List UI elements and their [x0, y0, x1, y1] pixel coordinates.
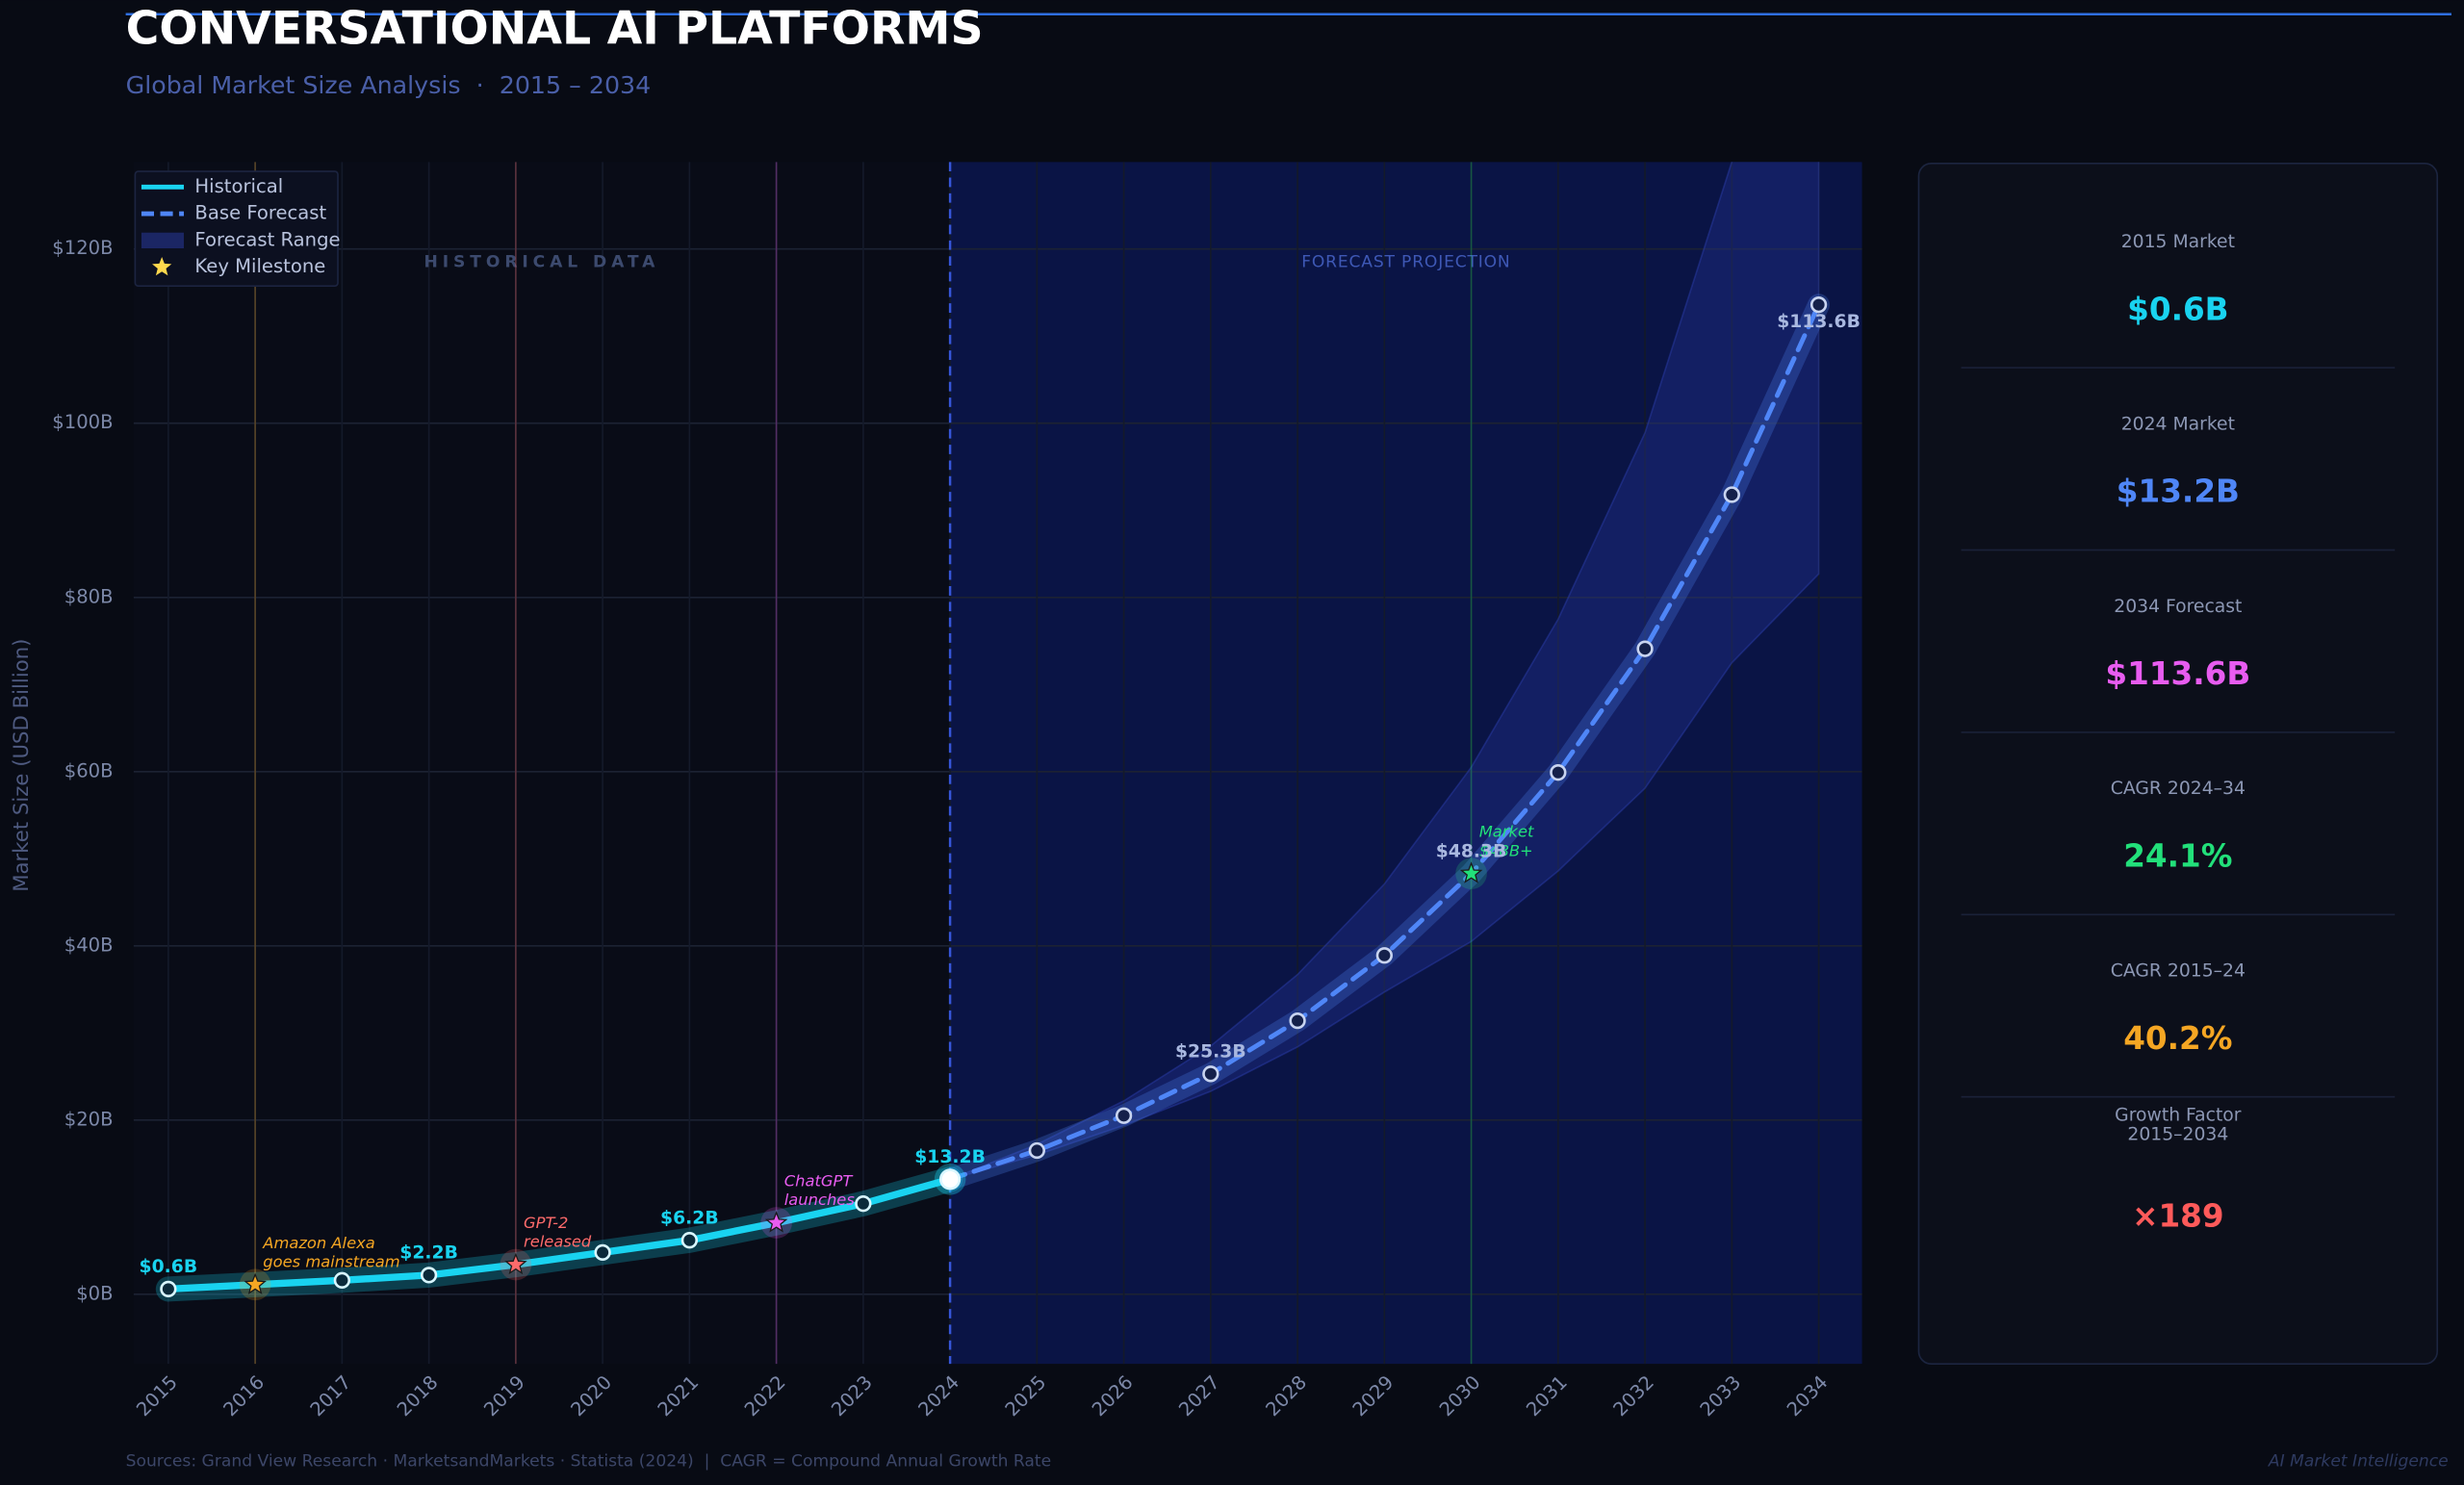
- stat-value: 40.2%: [2123, 1020, 2232, 1057]
- marker: [1289, 1011, 1306, 1030]
- stat-label: CAGR 2015–24: [2111, 961, 2246, 982]
- milestone-label: ChatGPT: [784, 1172, 855, 1191]
- data-label: $0.6B: [140, 1257, 198, 1277]
- footer-brand: AI Market Intelligence: [2268, 1451, 2449, 1471]
- milestone-label: $48B+: [1479, 841, 1533, 859]
- stats-panel: [1917, 163, 2439, 1366]
- stat-label: 2015 Market: [2121, 232, 2235, 252]
- milestone-star: [504, 1252, 527, 1275]
- data-label: $6.2B: [660, 1208, 719, 1228]
- series-line: [165, 1175, 954, 1293]
- y-tick-label: $100B: [52, 411, 113, 433]
- legend-label: Base Forecast: [194, 202, 326, 224]
- region-label: FORECAST PROJECTION: [1301, 253, 1510, 272]
- stat-value: ×189: [2132, 1197, 2223, 1234]
- stat-label: 2034 Forecast: [2114, 597, 2242, 617]
- data-label: $48.3B: [1436, 841, 1507, 861]
- marker: [1375, 947, 1393, 964]
- stat-value: 24.1%: [2123, 837, 2232, 874]
- marker: [680, 1232, 699, 1249]
- marker: [1202, 1065, 1219, 1083]
- legend-label: Historical: [194, 175, 283, 197]
- marker: [1028, 1141, 1045, 1160]
- y-tick-label: $40B: [64, 934, 114, 956]
- data-label: $13.2B: [914, 1147, 986, 1167]
- milestone-label: released: [524, 1233, 592, 1251]
- forecast-region: [950, 162, 1862, 1365]
- legend-label: Key Milestone: [194, 255, 325, 277]
- legend-swatch: [152, 257, 172, 276]
- stat-value: $0.6B: [2127, 291, 2228, 327]
- stat-label: 2024 Market: [2121, 414, 2235, 434]
- y-tick-label: $120B: [52, 237, 113, 259]
- stat-value: $113.6B: [2105, 655, 2250, 692]
- milestone-label: Amazon Alexa: [262, 1234, 375, 1252]
- stat-label: 2015–2034: [2127, 1124, 2228, 1144]
- milestone-label: launches: [784, 1191, 856, 1209]
- chart-title: CONVERSATIONAL AI PLATFORMS: [126, 3, 984, 56]
- legend-label: Forecast Range: [194, 228, 340, 250]
- y-tick-label: $60B: [64, 759, 114, 781]
- marker: [420, 1267, 438, 1284]
- milestone-star: [764, 1211, 788, 1233]
- y-tick-label: $80B: [64, 585, 114, 607]
- chart-subtitle: Global Market Size Analysis · 2015 – 203…: [126, 71, 652, 99]
- marker: [1810, 296, 1828, 314]
- data-label: $2.2B: [399, 1243, 458, 1264]
- marker: [333, 1271, 351, 1289]
- legend-swatch: [141, 232, 185, 249]
- data-label: $25.3B: [1175, 1041, 1246, 1062]
- marker: [1115, 1107, 1133, 1124]
- milestone-label: goes mainstream: [263, 1252, 399, 1270]
- marker: [160, 1280, 177, 1298]
- marker: [1723, 486, 1740, 503]
- y-axis-label: Market Size (USD Billion): [10, 639, 34, 892]
- milestone-label: GPT-2: [524, 1214, 568, 1232]
- milestone-star: [1459, 861, 1483, 883]
- legend-box: [134, 170, 339, 288]
- milestone-star: [244, 1272, 267, 1294]
- y-tick-label: $20B: [64, 1108, 114, 1130]
- marker: [938, 1168, 962, 1191]
- data-label: $113.6B: [1777, 312, 1861, 332]
- footer-source: Sources: Grand View Research · Marketsan…: [126, 1451, 1052, 1471]
- region-label: HISTORICAL DATA: [424, 253, 660, 272]
- stat-label: CAGR 2024–34: [2111, 779, 2246, 799]
- legend: Historical Base Forecast Forecast Range Key…: [134, 170, 341, 288]
- stat-label: Growth Factor: [2115, 1106, 2242, 1126]
- milestone-label: Market: [1479, 823, 1534, 841]
- marker: [1636, 640, 1654, 657]
- marker: [594, 1243, 611, 1262]
- forecast-band: [949, 162, 1820, 1181]
- marker: [855, 1195, 872, 1213]
- y-tick-label: $0B: [76, 1282, 113, 1304]
- marker: [1550, 764, 1567, 781]
- stat-value: $13.2B: [2117, 474, 2240, 510]
